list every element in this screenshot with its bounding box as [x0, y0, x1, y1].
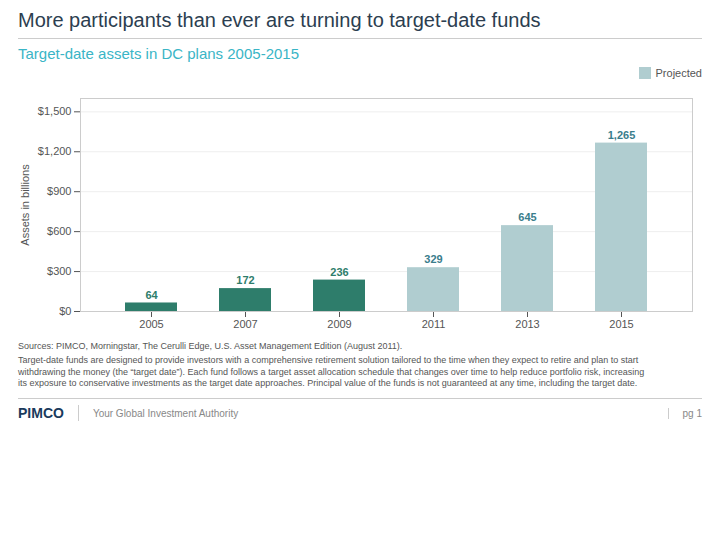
html-text:More participants than ever ar: More participants than ever are turning … [18, 9, 541, 31]
html-text:Projected: Projected [655, 67, 702, 79]
html-text:Target-date assets in DC plans: Target-date assets in DC plans 2005-2015 [18, 45, 299, 62]
svg-text:Assets in billions: Assets in billions [19, 164, 31, 246]
svg-text:$1,200: $1,200 [38, 145, 72, 157]
svg-text:2015: 2015 [609, 318, 633, 330]
svg-text:236: 236 [330, 266, 348, 278]
svg-text:2009: 2009 [327, 318, 351, 330]
svg-text:$1,500: $1,500 [38, 105, 72, 117]
html-text:Sources: PIMCO, Morningstar, T: Sources: PIMCO, Morningstar, The Cerulli… [18, 341, 403, 351]
svg-text:64: 64 [145, 289, 158, 301]
svg-text:2007: 2007 [233, 318, 257, 330]
html-text:pg 1: pg 1 [682, 407, 702, 419]
svg-text:$0: $0 [59, 305, 71, 317]
svg-text:$600: $600 [47, 225, 71, 237]
svg-text:$300: $300 [47, 265, 71, 277]
svg-text:172: 172 [236, 274, 254, 286]
html-text:Your Global Investment Authori: Your Global Investment Authority [92, 407, 239, 419]
svg-text:1,265: 1,265 [608, 129, 636, 141]
svg-text:2005: 2005 [139, 318, 163, 330]
svg-text:645: 645 [518, 211, 536, 223]
svg-text:2011: 2011 [422, 318, 446, 330]
html-text:Target-date funds are designed: Target-date funds are designed to provid… [18, 355, 645, 389]
svg-text:$900: $900 [47, 185, 71, 197]
html-text:PIMCO: PIMCO [18, 405, 64, 422]
svg-text:329: 329 [424, 253, 442, 265]
svg-text:2013: 2013 [515, 318, 539, 330]
